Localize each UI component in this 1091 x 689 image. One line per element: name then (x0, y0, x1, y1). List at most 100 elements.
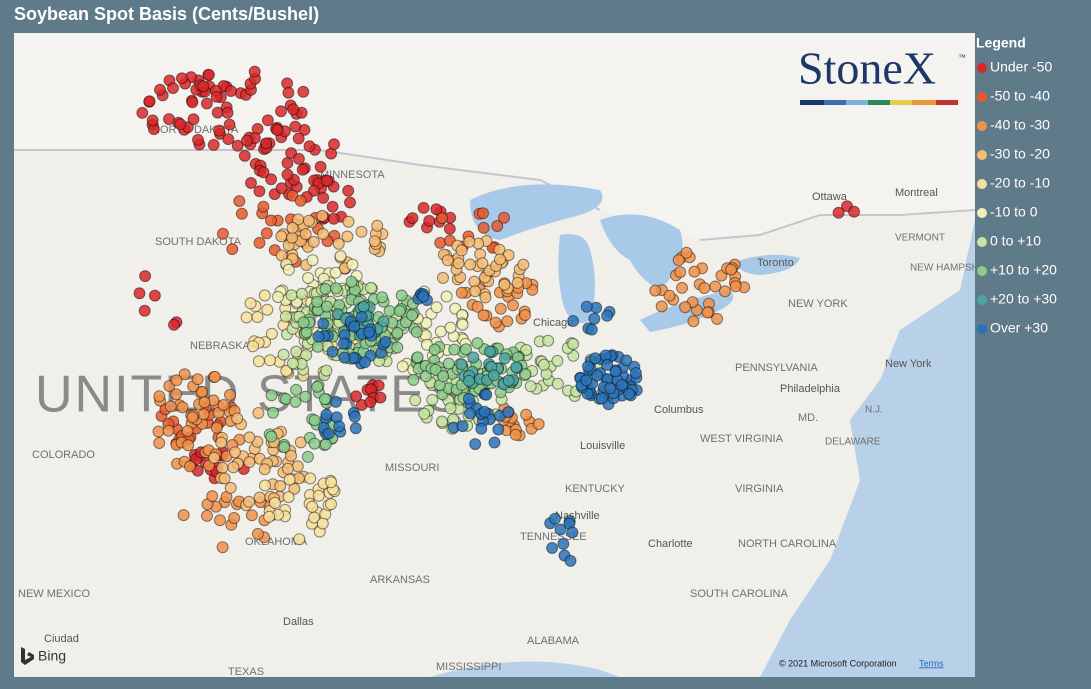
site-dot (480, 388, 493, 401)
site-dot (494, 253, 506, 266)
site-dot (245, 509, 258, 522)
site-dot (227, 461, 240, 474)
site-dot (253, 236, 266, 249)
legend: Under -50 -50 to -40 -40 to -30 -30 to -20 -… (977, 59, 1057, 336)
title: Soybean Spot Basis (Cents/Bushel) (14, 4, 319, 24)
site-dot (163, 113, 175, 126)
site-dot (301, 450, 314, 463)
legend-label: -10 to 0 (990, 204, 1038, 220)
gulf (430, 661, 620, 677)
site-dot (456, 318, 469, 331)
logo-bar (890, 100, 912, 105)
site-dot (186, 411, 199, 424)
site-dot (257, 200, 270, 213)
site-dot (554, 523, 567, 536)
site-dot (216, 461, 229, 474)
site-dot (170, 388, 183, 401)
place-label: Louisville (580, 440, 625, 452)
site-dot (391, 326, 404, 339)
legend-swatch (977, 179, 987, 189)
legend-swatch (977, 150, 987, 160)
site-dot (240, 311, 253, 324)
site-dot (580, 374, 593, 387)
place-label: NEW HAMPSHIRE (910, 263, 996, 274)
site-dot (395, 289, 408, 302)
site-dot (501, 315, 514, 328)
site-dot (532, 418, 545, 431)
place-label: KENTUCKY (565, 483, 626, 495)
site-dot (557, 537, 570, 550)
site-dot (143, 95, 156, 108)
site-dot (452, 257, 465, 270)
site-dot (153, 390, 166, 403)
site-dot (444, 321, 457, 334)
site-dot (376, 291, 389, 304)
site-dot (591, 369, 604, 382)
site-dot (282, 86, 295, 99)
site-dot (320, 364, 333, 377)
site-dot (306, 500, 319, 513)
site-dot (449, 302, 462, 315)
site-dot (277, 348, 290, 361)
place-label: SOUTH DAKOTA (155, 236, 242, 248)
site-dot (133, 287, 146, 300)
site-dot (213, 124, 226, 137)
site-dot (316, 209, 329, 222)
site-dot (548, 512, 561, 525)
site-dot (265, 327, 278, 340)
site-dot (229, 446, 241, 459)
terms-link[interactable]: Terms (919, 658, 944, 668)
site-dot (154, 83, 166, 96)
site-dot (471, 300, 484, 313)
site-dot (698, 282, 711, 294)
logo-bar (846, 100, 868, 105)
place-label: Columbus (654, 404, 704, 416)
site-dot (167, 82, 179, 95)
logo-mark: ™ (958, 53, 966, 62)
site-dot (709, 280, 722, 293)
site-dot (292, 213, 305, 226)
site-dot (285, 289, 298, 302)
site-dot (215, 436, 228, 449)
site-dot (203, 459, 216, 472)
site-dot (848, 205, 861, 218)
site-dot (192, 133, 204, 146)
site-dot (175, 72, 188, 85)
site-dot (243, 495, 255, 508)
site-dot (434, 236, 447, 249)
site-dot (417, 290, 430, 303)
site-dot (326, 345, 339, 358)
site-dot (325, 498, 337, 511)
place-label: NEBRASKA (190, 340, 251, 352)
site-dot (267, 406, 279, 419)
site-dot (297, 316, 310, 329)
site-dot (248, 65, 261, 78)
site-dot (418, 407, 431, 420)
site-dot (363, 326, 376, 339)
site-dot (245, 177, 257, 189)
place-label: MINNESOTA (320, 169, 385, 181)
site-dot (257, 166, 270, 179)
site-dot (649, 284, 662, 297)
site-dot (434, 325, 447, 338)
site-dot (455, 244, 468, 257)
legend-swatch (977, 63, 987, 73)
site-dot (291, 460, 304, 473)
site-dot (210, 90, 223, 103)
site-dot (317, 228, 329, 240)
site-dot (519, 309, 531, 321)
site-dot (282, 263, 295, 276)
place-label: NEW YORK (788, 298, 848, 310)
site-dot (338, 351, 351, 364)
place-label: New York (885, 358, 932, 370)
site-dot (349, 422, 362, 435)
site-dot (680, 246, 693, 259)
site-dot (364, 396, 377, 408)
site-dot (261, 303, 274, 316)
site-dot (436, 212, 449, 225)
site-dot (729, 280, 742, 293)
site-dot (261, 114, 274, 127)
site-dot (212, 406, 225, 419)
